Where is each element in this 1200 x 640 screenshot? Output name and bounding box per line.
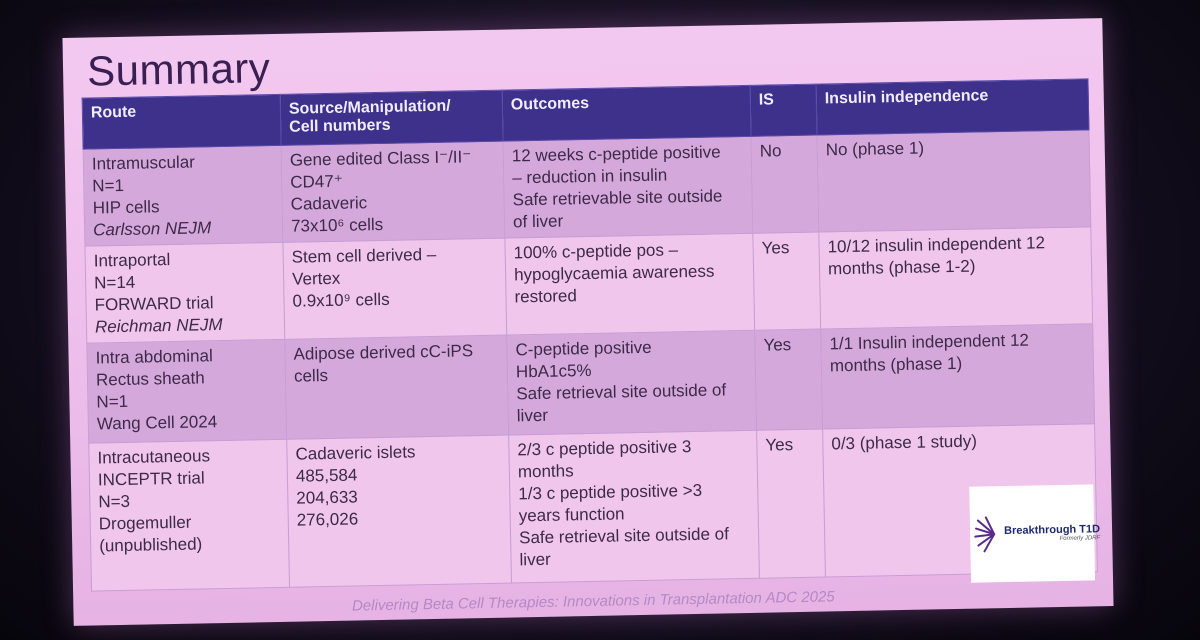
source-line: 276,026	[296, 509, 359, 530]
is-cell: Yes	[756, 429, 826, 579]
outcomes-cell: C-peptide positive HbA1c5% Safe retrieval …	[506, 330, 757, 436]
is-line: Yes	[763, 335, 792, 355]
source-cell: Adipose derived cC-iPS cells	[284, 335, 509, 440]
independence-cell: 10/12 insulin independent 12 months (phas…	[818, 226, 1093, 330]
header-is: IS	[749, 84, 817, 137]
route-cell: Intra abdominal Rectus sheath N=1 Wang Cell…	[86, 339, 287, 444]
outcomes-line: hypoglycaemia awareness	[513, 261, 715, 285]
header-source: Source/Manipulation/ Cell numbers	[280, 90, 504, 146]
header-insulin-independence: Insulin independence	[815, 78, 1089, 136]
is-cell: Yes	[754, 329, 823, 431]
independence-line: months (phase 1)	[829, 353, 963, 376]
outcomes-cell: 100% c-peptide pos – hypoglycaemia awaren…	[504, 233, 755, 336]
outcomes-line: Safe retrieval site outside of	[518, 524, 730, 548]
source-line: cells	[293, 366, 329, 386]
source-cell: Gene edited Class I⁻/II⁻ CD47⁺ Cadaveric 73…	[281, 141, 505, 243]
is-line: Yes	[761, 238, 790, 258]
outcomes-cell: 12 weeks c-peptide positive – reduction i…	[503, 136, 753, 239]
header-route: Route	[82, 94, 282, 150]
table-row: Intracutaneous INCEPTR trial N=3 Drogemulle…	[88, 423, 1098, 592]
independence-cell: No (phase 1)	[816, 129, 1091, 233]
outcomes-line: liver	[516, 405, 549, 426]
independence-line: No (phase 1)	[825, 138, 925, 160]
breakthrough-t1d-logo: Breakthrough T1D Formerly JDRF	[969, 484, 1100, 583]
slide-title: Summary	[86, 44, 271, 95]
outcomes-line: Safe retrievable site outside	[512, 186, 723, 210]
outcomes-line: liver	[519, 549, 551, 570]
source-line: Adipose derived cC-iPS	[293, 341, 474, 364]
starburst-icon	[974, 516, 996, 553]
table-row: Intramuscular N=1 HIP cells Carlsson NEJM Ge…	[83, 129, 1091, 247]
table-row: Intra abdominal Rectus sheath N=1 Wang Cell…	[86, 323, 1095, 444]
route-line: (unpublished)	[99, 534, 203, 556]
route-cell: Intraportal N=14 FORWARD trial Reichman NEJ…	[84, 242, 285, 344]
is-cell: No	[750, 135, 819, 234]
is-cell: Yes	[752, 232, 821, 331]
independence-line: 0/3 (phase 1 study)	[831, 431, 978, 454]
logo-subtitle: Formerly JDRF	[1059, 535, 1101, 542]
source-cell: Stem cell derived – Vertex 0.9x10⁹ cells	[282, 238, 507, 340]
route-cell: Intramuscular N=1 HIP cells Carlsson NEJM	[83, 145, 283, 247]
source-line: Gene edited Class I⁻/II⁻	[289, 147, 472, 170]
route-line: Reichman NEJM	[94, 315, 223, 337]
outcomes-line: Safe retrieval site outside of	[516, 380, 727, 404]
outcomes-line: 12 weeks c-peptide positive	[511, 142, 721, 166]
presentation-slide: Summary Route Source/Manipulation/ Cell …	[62, 18, 1114, 626]
route-line: Carlsson NEJM	[92, 218, 212, 240]
independence-cell: 1/1 Insulin independent 12 months (phase …	[820, 323, 1095, 430]
header-source-text: Source/Manipulation/ Cell numbers	[288, 97, 451, 136]
outcomes-line: of liver	[512, 211, 564, 232]
is-line: Yes	[765, 435, 794, 455]
route-cell: Intracutaneous INCEPTR trial N=3 Drogemulle…	[88, 439, 290, 592]
summary-table: Route Source/Manipulation/ Cell numbers …	[82, 78, 1098, 592]
outcomes-cell: 2/3 c peptide positive 3 months 1/3 c pept…	[508, 430, 760, 584]
outcomes-line: restored	[514, 286, 578, 307]
route-line: Wang Cell 2024	[96, 412, 218, 434]
source-cell: Cadaveric islets 485,584 204,633 276,026	[286, 435, 512, 588]
table-row: Intraportal N=14 FORWARD trial Reichman NEJ…	[84, 226, 1093, 344]
header-outcomes: Outcomes	[502, 85, 751, 142]
independence-line: months (phase 1-2)	[827, 256, 976, 279]
source-line: 73x10⁶ cells	[290, 214, 384, 236]
is-line: No	[759, 141, 782, 161]
source-line: 0.9x10⁹ cells	[292, 289, 390, 311]
